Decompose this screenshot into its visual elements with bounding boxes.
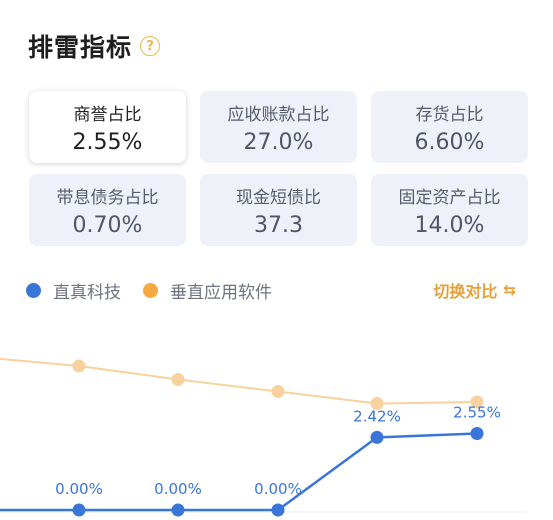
metric-value: 27.0% [243,129,314,155]
data-label: 2.55% [453,404,501,422]
metric-value: 2.55% [72,129,143,155]
data-label: 2.42% [353,407,401,425]
metric-card-interest-debt[interactable]: 带息债务占比 0.70% [29,174,186,246]
metric-label: 带息债务占比 [56,187,159,208]
data-point-industry[interactable] [370,397,384,410]
data-point-company[interactable] [72,503,86,517]
header: 排雷指标 ? [28,26,161,66]
metric-value: 37.3 [254,212,303,238]
metric-label: 固定资产占比 [398,187,501,208]
data-point-company[interactable] [271,503,285,517]
question-circle-icon[interactable]: ? [140,36,161,56]
metric-value: 6.60% [414,129,485,155]
data-point-company[interactable] [370,430,384,444]
legend-dot [26,282,41,298]
metric-label: 应收账款占比 [227,104,330,125]
metric-card-fixed-assets[interactable]: 固定资产占比 14.0% [371,174,528,246]
section-title: 排雷指标 [28,33,133,62]
data-point-company[interactable] [171,503,185,517]
legend-item-industry[interactable]: 垂直应用软件 [143,278,272,303]
legend-item-company[interactable]: 直真科技 [26,278,121,303]
switch-compare-label: 切换对比 [433,282,498,301]
metric-card-goodwill[interactable]: 商誉占比 2.55% [29,91,186,163]
data-point-company[interactable] [470,427,484,440]
data-point-industry[interactable] [72,359,86,373]
legend-dot [143,282,158,298]
metric-card-inventory[interactable]: 存货占比 6.60% [371,91,528,163]
metric-card-cash-short-debt[interactable]: 现金短债比 37.3 [200,174,357,246]
data-label: 0.00% [55,480,103,498]
swap-icon: ⇆ [503,281,516,299]
metric-value: 0.70% [72,212,143,238]
metric-label: 商誉占比 [73,104,142,125]
metric-card-receivables[interactable]: 应收账款占比 27.0% [200,91,357,163]
data-label: 0.00% [254,480,302,498]
line-chart: 0.00% 0.00% 0.00% 2.42% 2.55% [0,357,526,517]
metric-label: 现金短债比 [236,187,321,208]
metric-value: 14.0% [414,212,485,238]
data-point-industry[interactable] [271,385,285,398]
chart-legend: 直真科技 垂直应用软件 切换对比 ⇆ [26,277,516,303]
series-line-company [0,432,478,512]
data-point-industry[interactable] [171,373,185,386]
data-label: 0.00% [154,480,202,498]
legend-label: 垂直应用软件 [170,282,272,303]
series-line-industry [0,357,478,405]
metric-label: 存货占比 [415,104,484,125]
metric-grid: 商誉占比 2.55% 应收账款占比 27.0% 存货占比 6.60% 带息债务占… [29,91,529,246]
data-point-industry[interactable] [470,395,484,409]
legend-label: 直真科技 [53,282,121,303]
switch-compare-button[interactable]: 切换对比 ⇆ [433,277,516,303]
